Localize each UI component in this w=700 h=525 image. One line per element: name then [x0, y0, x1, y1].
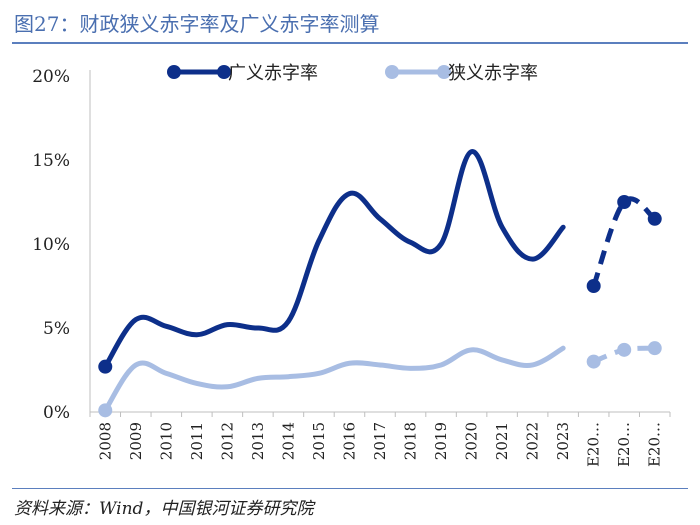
- data-point-narrow: [647, 341, 662, 356]
- x-tick-label: E20…: [646, 422, 664, 467]
- legend-marker-broad: [167, 65, 181, 79]
- x-tick-label: 2008: [96, 422, 114, 460]
- x-tick-label: 2019: [432, 422, 450, 460]
- header-divider: [12, 42, 688, 44]
- x-tick-label: 2013: [249, 422, 267, 460]
- data-point-broad: [98, 359, 113, 374]
- series-line-broad: [102, 149, 566, 370]
- chart-title: 图27：财政狭义赤字率及广义赤字率测算: [14, 12, 380, 36]
- legend-label-broad: 广义赤字率: [228, 63, 318, 84]
- x-tick-label: 2015: [310, 422, 328, 460]
- series-line-narrow: [102, 345, 566, 413]
- x-tick-label: 2021: [493, 422, 511, 460]
- source-note: 资料来源：Wind，中国银河证券研究院: [14, 499, 314, 519]
- x-tick-label: 2020: [463, 422, 481, 460]
- y-tick-label: 5%: [43, 319, 70, 339]
- legend-marker-narrow: [385, 65, 399, 79]
- data-point-narrow: [586, 354, 601, 369]
- x-tick-label: E20…: [585, 422, 603, 467]
- x-tick-label: 2010: [157, 422, 175, 460]
- x-tick-label: 2014: [279, 422, 297, 460]
- chart-legend: 广义赤字率 狭义赤字率: [167, 63, 538, 84]
- legend-marker-broad: [217, 65, 231, 79]
- x-tick-label: E20…: [615, 422, 633, 467]
- chart-axes: 0% 5% 10% 15% 20% 2008 2009 2010 2011 2012 2013 201…: [32, 67, 671, 467]
- legend-label-narrow: 狭义赤字率: [448, 63, 538, 84]
- x-tick-label: 2011: [188, 422, 206, 460]
- data-point-broad: [586, 279, 601, 293]
- y-tick-label: 20%: [32, 67, 70, 87]
- footer-divider: [12, 488, 688, 489]
- x-tick-label: 2022: [524, 422, 542, 460]
- legend-marker-narrow: [437, 65, 451, 79]
- line-chart: 0% 5% 10% 15% 20% 2008 2009 2010 2011 2012 2013 201…: [32, 63, 671, 467]
- data-point-narrow: [617, 342, 632, 357]
- x-tick-label: 2012: [218, 422, 236, 460]
- x-tick-label: 2018: [402, 422, 420, 460]
- y-tick-label: 15%: [32, 151, 70, 171]
- chart-series: [98, 149, 662, 418]
- data-point-broad: [617, 195, 632, 209]
- y-tick-label: 0%: [43, 403, 70, 423]
- x-tick-label: 2009: [127, 422, 145, 460]
- x-tick-label: 2023: [554, 422, 572, 460]
- x-tick-label: 2017: [371, 422, 389, 460]
- data-point-broad: [647, 211, 662, 226]
- y-tick-label: 10%: [32, 235, 70, 255]
- data-point-narrow: [98, 403, 113, 418]
- x-tick-label: 2016: [340, 422, 358, 460]
- series-line-broad-forecast: [591, 196, 657, 287]
